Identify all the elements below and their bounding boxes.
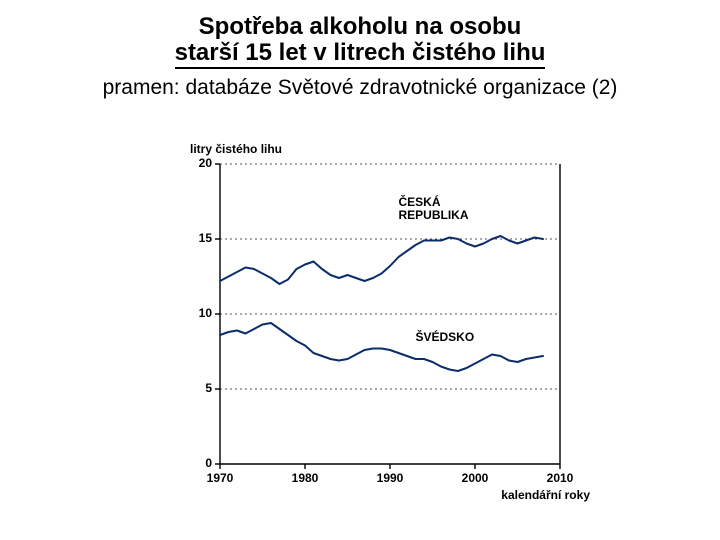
y-tick-label: 10 xyxy=(185,306,212,320)
y-tick-label: 0 xyxy=(185,456,212,470)
title-block: Spotřeba alkoholu na osobu starší 15 let… xyxy=(0,0,720,69)
x-tick-label: 2010 xyxy=(535,471,585,485)
x-tick-label: 1970 xyxy=(195,471,245,485)
title-underline: Spotřeba alkoholu na osobu starší 15 let… xyxy=(175,14,546,69)
x-tick-label: 1990 xyxy=(365,471,415,485)
title-line-1: Spotřeba alkoholu na osobu xyxy=(175,14,546,40)
x-tick-label: 1980 xyxy=(280,471,330,485)
y-tick-label: 15 xyxy=(185,231,212,245)
y-axis-label: litry čistého lihu xyxy=(190,142,282,156)
title-line-2: starší 15 let v litrech čistého lihu xyxy=(175,40,546,66)
subtitle: pramen: databáze Světové zdravotnické or… xyxy=(0,76,720,100)
series-label: ŠVÉDSKO xyxy=(416,331,475,344)
x-axis-label: kalendářní roky xyxy=(440,488,590,502)
y-tick-label: 20 xyxy=(185,156,212,170)
x-tick-label: 2000 xyxy=(450,471,500,485)
series-label: ČESKÁREPUBLIKA xyxy=(399,196,469,222)
chart-area: 0 5 10 15 20 1970 1980 1990 2000 2010 litry čistéh… xyxy=(185,140,585,500)
y-tick-label: 5 xyxy=(185,381,212,395)
line-chart-svg xyxy=(185,140,585,504)
